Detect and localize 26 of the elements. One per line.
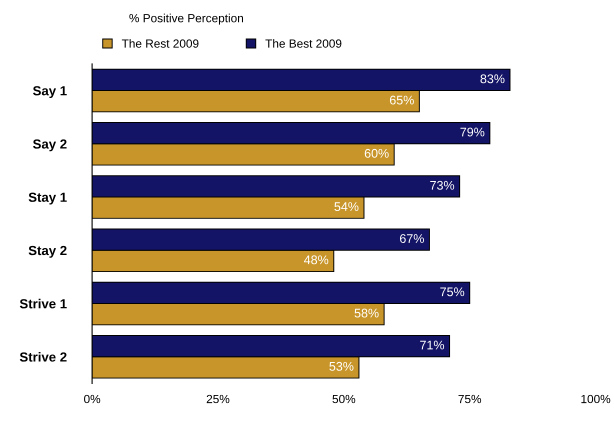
- x-tick-label: 100%: [581, 394, 610, 404]
- data-label: 67%: [400, 234, 424, 243]
- data-label: 53%: [329, 362, 354, 371]
- legend-label: The Rest 2009: [122, 39, 198, 48]
- x-tick-label: 50%: [332, 394, 356, 404]
- data-label: 54%: [334, 202, 358, 212]
- data-label: 71%: [420, 340, 444, 350]
- y-tick-label: Strive 1: [20, 298, 67, 308]
- y-tick-label: Say 1: [33, 86, 67, 98]
- y-tick-label: Stay 1: [28, 192, 67, 205]
- x-tick-label: 0%: [84, 394, 100, 404]
- x-tick-label: 25%: [206, 394, 230, 404]
- data-label: 83%: [480, 74, 505, 84]
- data-label: 75%: [440, 287, 464, 296]
- chart-title: % Positive Perception: [129, 14, 244, 25]
- data-label: 48%: [304, 255, 328, 264]
- y-tick-label: Say 2: [33, 139, 67, 152]
- y-tick-label: Stay 2: [28, 246, 67, 258]
- data-label: 79%: [460, 128, 484, 136]
- x-tick-label: 75%: [458, 394, 482, 404]
- y-tick-label: Strive 2: [20, 352, 67, 362]
- data-label: 60%: [364, 148, 389, 158]
- legend-label: The Best 2009: [265, 39, 342, 48]
- data-label: 73%: [430, 180, 454, 190]
- data-label: 58%: [354, 308, 379, 318]
- data-label: 65%: [390, 96, 414, 105]
